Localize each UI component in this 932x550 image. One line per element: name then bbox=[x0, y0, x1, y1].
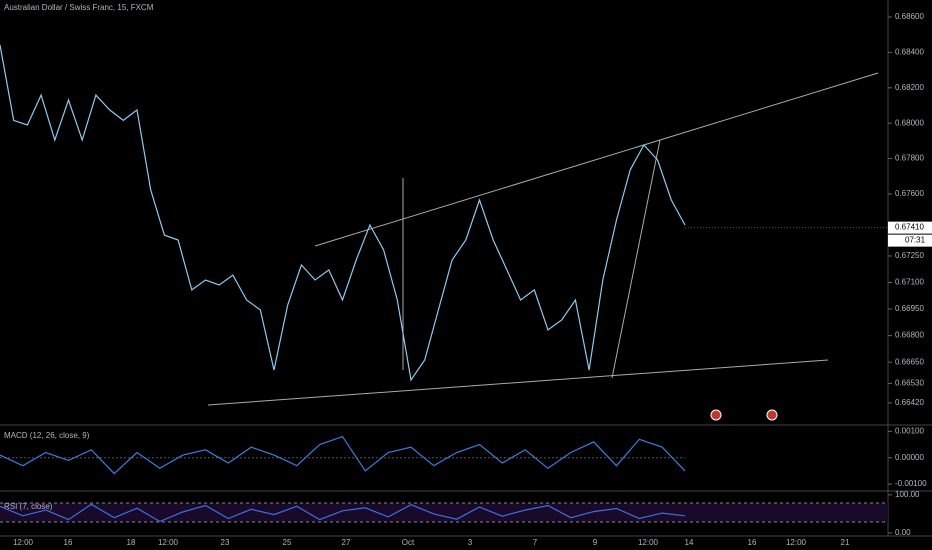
y-tick-label: 0.66530 bbox=[895, 379, 924, 388]
chart-title: Australian Dollar / Swiss Franc, 15, FXC… bbox=[4, 3, 154, 12]
trendline[interactable] bbox=[611, 139, 661, 379]
x-tick-label: 16 bbox=[64, 538, 73, 547]
x-tick-label: Oct bbox=[402, 538, 415, 547]
y-tick-label: 0.66800 bbox=[895, 331, 924, 340]
x-tick-label: 12:00 bbox=[158, 538, 179, 547]
event-icon[interactable] bbox=[766, 409, 778, 421]
y-tick-label: 0.68600 bbox=[895, 12, 924, 21]
y-tick-label: 0.66950 bbox=[895, 304, 924, 313]
y-tick-label: 0.68400 bbox=[895, 48, 924, 57]
series-line bbox=[0, 44, 686, 382]
series-line bbox=[0, 503, 686, 523]
countdown-box bbox=[888, 234, 932, 247]
event-icon[interactable] bbox=[710, 409, 722, 421]
x-tick-label: 23 bbox=[221, 538, 230, 547]
y-tick-label: 0.00100 bbox=[895, 426, 924, 435]
y-tick-label: 0.66650 bbox=[895, 357, 924, 366]
y-tick-label: 0.68200 bbox=[895, 83, 924, 92]
series-line bbox=[0, 435, 686, 475]
countdown: 07:31 bbox=[905, 236, 926, 245]
rsi-label: RSI (7, close) bbox=[4, 502, 53, 511]
y-tick-label: 0.66420 bbox=[895, 398, 924, 407]
trendline[interactable] bbox=[207, 359, 829, 406]
y-tick-label: 0.00000 bbox=[895, 453, 924, 462]
x-tick-label: 27 bbox=[342, 538, 351, 547]
x-tick-label: 3 bbox=[468, 538, 473, 547]
y-tick-label: 0.67100 bbox=[895, 278, 924, 287]
x-tick-label: 12:00 bbox=[13, 538, 34, 547]
x-tick-label: 18 bbox=[127, 538, 136, 547]
macd-label: MACD (12, 26, close, 9) bbox=[4, 431, 90, 440]
y-tick-label: 0.67800 bbox=[895, 154, 924, 163]
current-price-box bbox=[888, 221, 932, 234]
trendline[interactable] bbox=[314, 72, 879, 247]
y-tick-label: 0.67600 bbox=[895, 189, 924, 198]
x-tick-label: 7 bbox=[533, 538, 538, 547]
x-tick-label: 25 bbox=[283, 538, 292, 547]
y-tick-label: 0.67250 bbox=[895, 251, 924, 260]
y-tick-label: 0.00 bbox=[895, 528, 911, 537]
current-price: 0.67410 bbox=[895, 223, 924, 232]
y-tick-label: 100.00 bbox=[895, 490, 920, 499]
rsi-band bbox=[0, 503, 888, 522]
y-tick-label: 0.68000 bbox=[895, 118, 924, 127]
x-tick-label: 21 bbox=[841, 538, 850, 547]
x-tick-label: 16 bbox=[748, 538, 757, 547]
x-tick-label: 12:00 bbox=[786, 538, 807, 547]
y-tick-label: -0.00100 bbox=[895, 479, 927, 488]
x-tick-label: 9 bbox=[593, 538, 598, 547]
x-tick-label: 14 bbox=[685, 538, 694, 547]
x-tick-label: 12:00 bbox=[638, 538, 659, 547]
